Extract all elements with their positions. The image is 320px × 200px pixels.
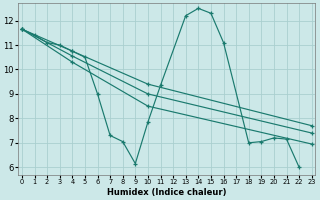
X-axis label: Humidex (Indice chaleur): Humidex (Indice chaleur)	[107, 188, 227, 197]
